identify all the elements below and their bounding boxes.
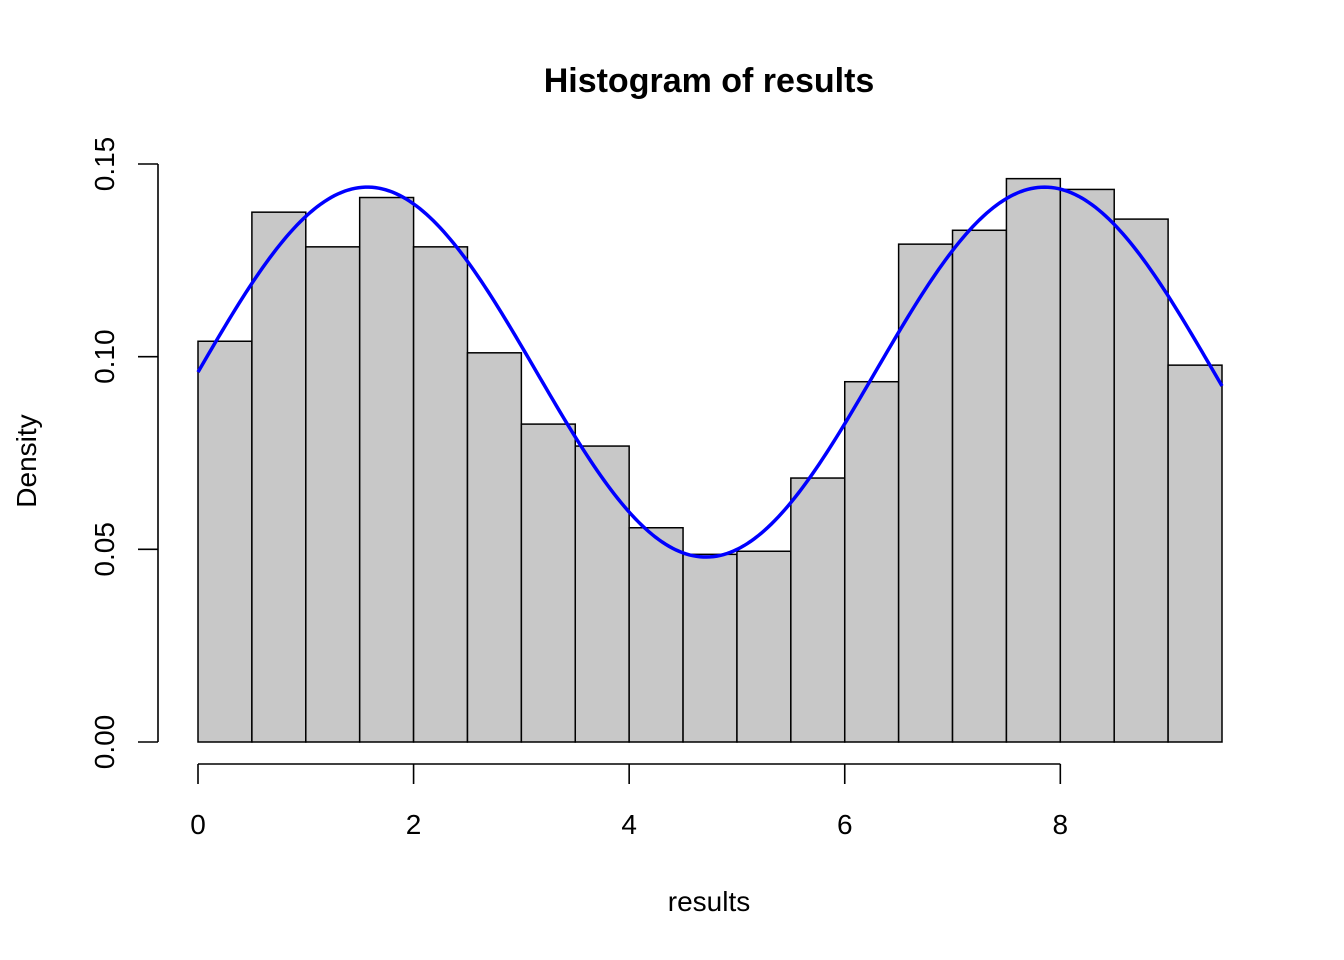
histogram-bar (1059, 188, 1115, 743)
y-axis: 0.00 0.05 0.10 0.15 (89, 137, 159, 770)
x-tick-label: 6 (837, 809, 853, 840)
histogram-bar (897, 243, 954, 743)
x-tick-label: 8 (1053, 809, 1069, 840)
histogram-bar (843, 380, 900, 743)
histogram-bar (466, 352, 523, 743)
y-tick-label: 0.05 (89, 522, 120, 577)
x-tick-label: 2 (406, 809, 422, 840)
histogram-bar (520, 423, 577, 743)
x-tick-label: 0 (190, 809, 206, 840)
y-tick-label: 0.15 (89, 137, 120, 192)
histogram-bar (305, 246, 361, 743)
histogram-bar (682, 553, 738, 743)
histogram-bar (1167, 364, 1223, 743)
histogram-bar (574, 445, 630, 743)
histogram-bar (412, 246, 469, 743)
bars-group (197, 177, 1223, 743)
density-curve (196, 185, 1224, 559)
histogram-bar (736, 550, 792, 743)
y-tick-label: 0.10 (89, 329, 120, 384)
x-axis: 0 2 4 6 8 (190, 763, 1069, 840)
x-tick-label: 4 (621, 809, 637, 840)
histogram-bar (251, 211, 307, 743)
chart-title: Histogram of results (544, 62, 875, 100)
y-axis-label: Density (11, 414, 42, 507)
histogram-bar (358, 196, 415, 743)
histogram-bar (1005, 177, 1062, 743)
histogram-bar (951, 229, 1008, 743)
histogram-bar (197, 340, 253, 743)
histogram-bar (1113, 218, 1169, 743)
y-tick-label: 0.00 (89, 715, 120, 770)
histogram-bar (790, 477, 846, 743)
histogram-bar (628, 527, 684, 743)
x-axis-label: results (668, 886, 750, 917)
